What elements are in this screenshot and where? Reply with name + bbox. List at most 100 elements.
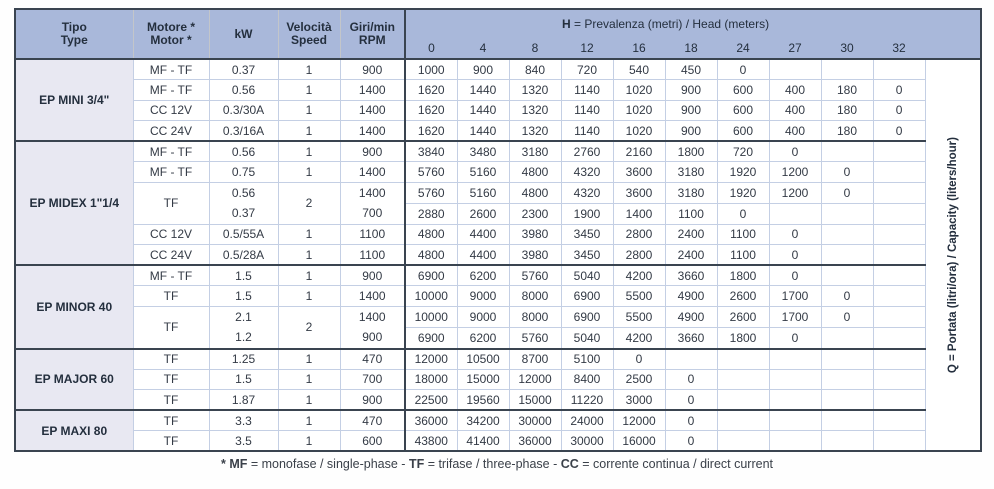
q-cell: 2880 xyxy=(404,202,458,225)
kw-cell: 0.37 xyxy=(208,58,279,80)
q-cell: 2800 xyxy=(612,223,666,245)
q-cell: 1440 xyxy=(456,99,510,121)
pump-capacity-table: Tipo Type Motore * Motor * kW Velocità Speed Gi… xyxy=(14,8,983,452)
q-cell: 1100 xyxy=(716,244,770,266)
q-cell: 0 xyxy=(612,347,666,370)
q-cell: 840 xyxy=(508,58,562,80)
motor-cell: CC 12V xyxy=(132,223,210,245)
q-cell: 1320 xyxy=(508,120,562,142)
q-cell: 34200 xyxy=(456,409,510,431)
motor-cell: TF xyxy=(132,409,210,431)
footnote: * MF = monofase / single-phase - TF = tr… xyxy=(220,457,774,471)
q-cell xyxy=(768,347,822,370)
q-cell: 0 xyxy=(768,326,822,350)
speed-cell: 1 xyxy=(277,285,341,307)
kw-cell: 2.1 1.2 xyxy=(208,305,279,349)
q-cell: 3180 xyxy=(664,161,718,183)
q-cell xyxy=(716,430,770,452)
speed-cell: 1 xyxy=(277,79,341,101)
q-cell: 2400 xyxy=(664,244,718,266)
speed-cell: 1 xyxy=(277,368,341,390)
section-label: EP MAXI 80 xyxy=(14,409,134,452)
section-label: EP MAJOR 60 xyxy=(14,347,134,411)
q-cell: 0 xyxy=(664,368,718,390)
kw-cell: 0.56 xyxy=(208,140,279,162)
q-cell: 1140 xyxy=(560,79,614,101)
q-cell: 8000 xyxy=(508,305,562,328)
q-cell: 3180 xyxy=(664,181,718,204)
q-cell: 8700 xyxy=(508,347,562,370)
q-cell: 4800 xyxy=(508,181,562,204)
kw-cell: 0.56 0.37 xyxy=(208,181,279,225)
q-cell: 0 xyxy=(820,161,874,183)
q-cell: 0 xyxy=(820,285,874,307)
q-cell: 5160 xyxy=(456,161,510,183)
q-cell: 41400 xyxy=(456,430,510,452)
q-cell xyxy=(872,264,926,286)
q-cell: 3980 xyxy=(508,223,562,245)
q-cell: 450 xyxy=(664,58,718,80)
rpm-cell: 470 xyxy=(339,347,406,370)
q-cell: 400 xyxy=(768,99,822,121)
rpm-cell: 600 xyxy=(339,430,406,452)
rpm-cell: 1400 700 xyxy=(339,181,406,225)
q-cell: 2160 xyxy=(612,140,666,162)
q-cell: 180 xyxy=(820,79,874,101)
q-cell xyxy=(768,58,822,80)
q-cell: 2400 xyxy=(664,223,718,245)
q-cell: 1700 xyxy=(768,285,822,307)
head-value-0: 0 xyxy=(404,37,457,60)
section-label: EP MINOR 40 xyxy=(14,264,134,349)
kw-cell: 0.5/55A xyxy=(208,223,279,245)
q-cell: 5040 xyxy=(560,326,614,350)
motor-cell: CC 24V xyxy=(132,120,210,142)
q-cell xyxy=(872,202,926,225)
q-cell: 5500 xyxy=(612,305,666,328)
q-cell xyxy=(872,389,926,411)
q-cell: 0 xyxy=(768,244,822,266)
rpm-cell: 1400 900 xyxy=(339,305,406,349)
q-cell: 5500 xyxy=(612,285,666,307)
q-cell xyxy=(872,244,926,266)
q-cell xyxy=(716,409,770,431)
q-cell: 1140 xyxy=(560,120,614,142)
kw-cell: 0.5/28A xyxy=(208,244,279,266)
q-cell xyxy=(820,223,874,245)
rpm-cell: 1400 xyxy=(339,79,406,101)
col-header-giri: Giri/min RPM xyxy=(340,9,406,60)
section-label: EP MINI 3/4" xyxy=(14,58,134,142)
q-cell: 5040 xyxy=(560,264,614,286)
speed-cell: 1 xyxy=(277,347,341,370)
q-cell: 1920 xyxy=(716,181,770,204)
q-cell: 0 xyxy=(872,99,926,121)
q-cell: 1020 xyxy=(612,79,666,101)
q-cell xyxy=(716,347,770,370)
q-cell: 6200 xyxy=(456,326,510,350)
motor-cell: TF xyxy=(132,181,210,225)
q-cell: 4200 xyxy=(612,264,666,286)
q-cell: 720 xyxy=(560,58,614,80)
q-cell: 19560 xyxy=(456,389,510,411)
q-cell: 400 xyxy=(768,120,822,142)
q-cell: 600 xyxy=(716,79,770,101)
q-cell: 43800 xyxy=(404,430,458,452)
kw-cell: 0.56 xyxy=(208,79,279,101)
kw-cell: 1.87 xyxy=(208,389,279,411)
speed-cell: 2 xyxy=(277,181,341,225)
speed-cell: 1 xyxy=(277,409,341,431)
q-cell xyxy=(768,389,822,411)
q-cell: 1800 xyxy=(716,264,770,286)
q-cell xyxy=(716,389,770,411)
q-cell xyxy=(820,368,874,390)
q-cell: 1920 xyxy=(716,161,770,183)
q-cell xyxy=(768,202,822,225)
q-cell xyxy=(716,368,770,390)
q-cell xyxy=(820,58,874,80)
q-cell: 1400 xyxy=(612,202,666,225)
q-cell: 0 xyxy=(820,181,874,204)
q-cell: 3600 xyxy=(612,181,666,204)
q-cell: 720 xyxy=(716,140,770,162)
kw-cell: 0.3/30A xyxy=(208,99,279,121)
rpm-cell: 1100 xyxy=(339,244,406,266)
q-cell: 1440 xyxy=(456,79,510,101)
